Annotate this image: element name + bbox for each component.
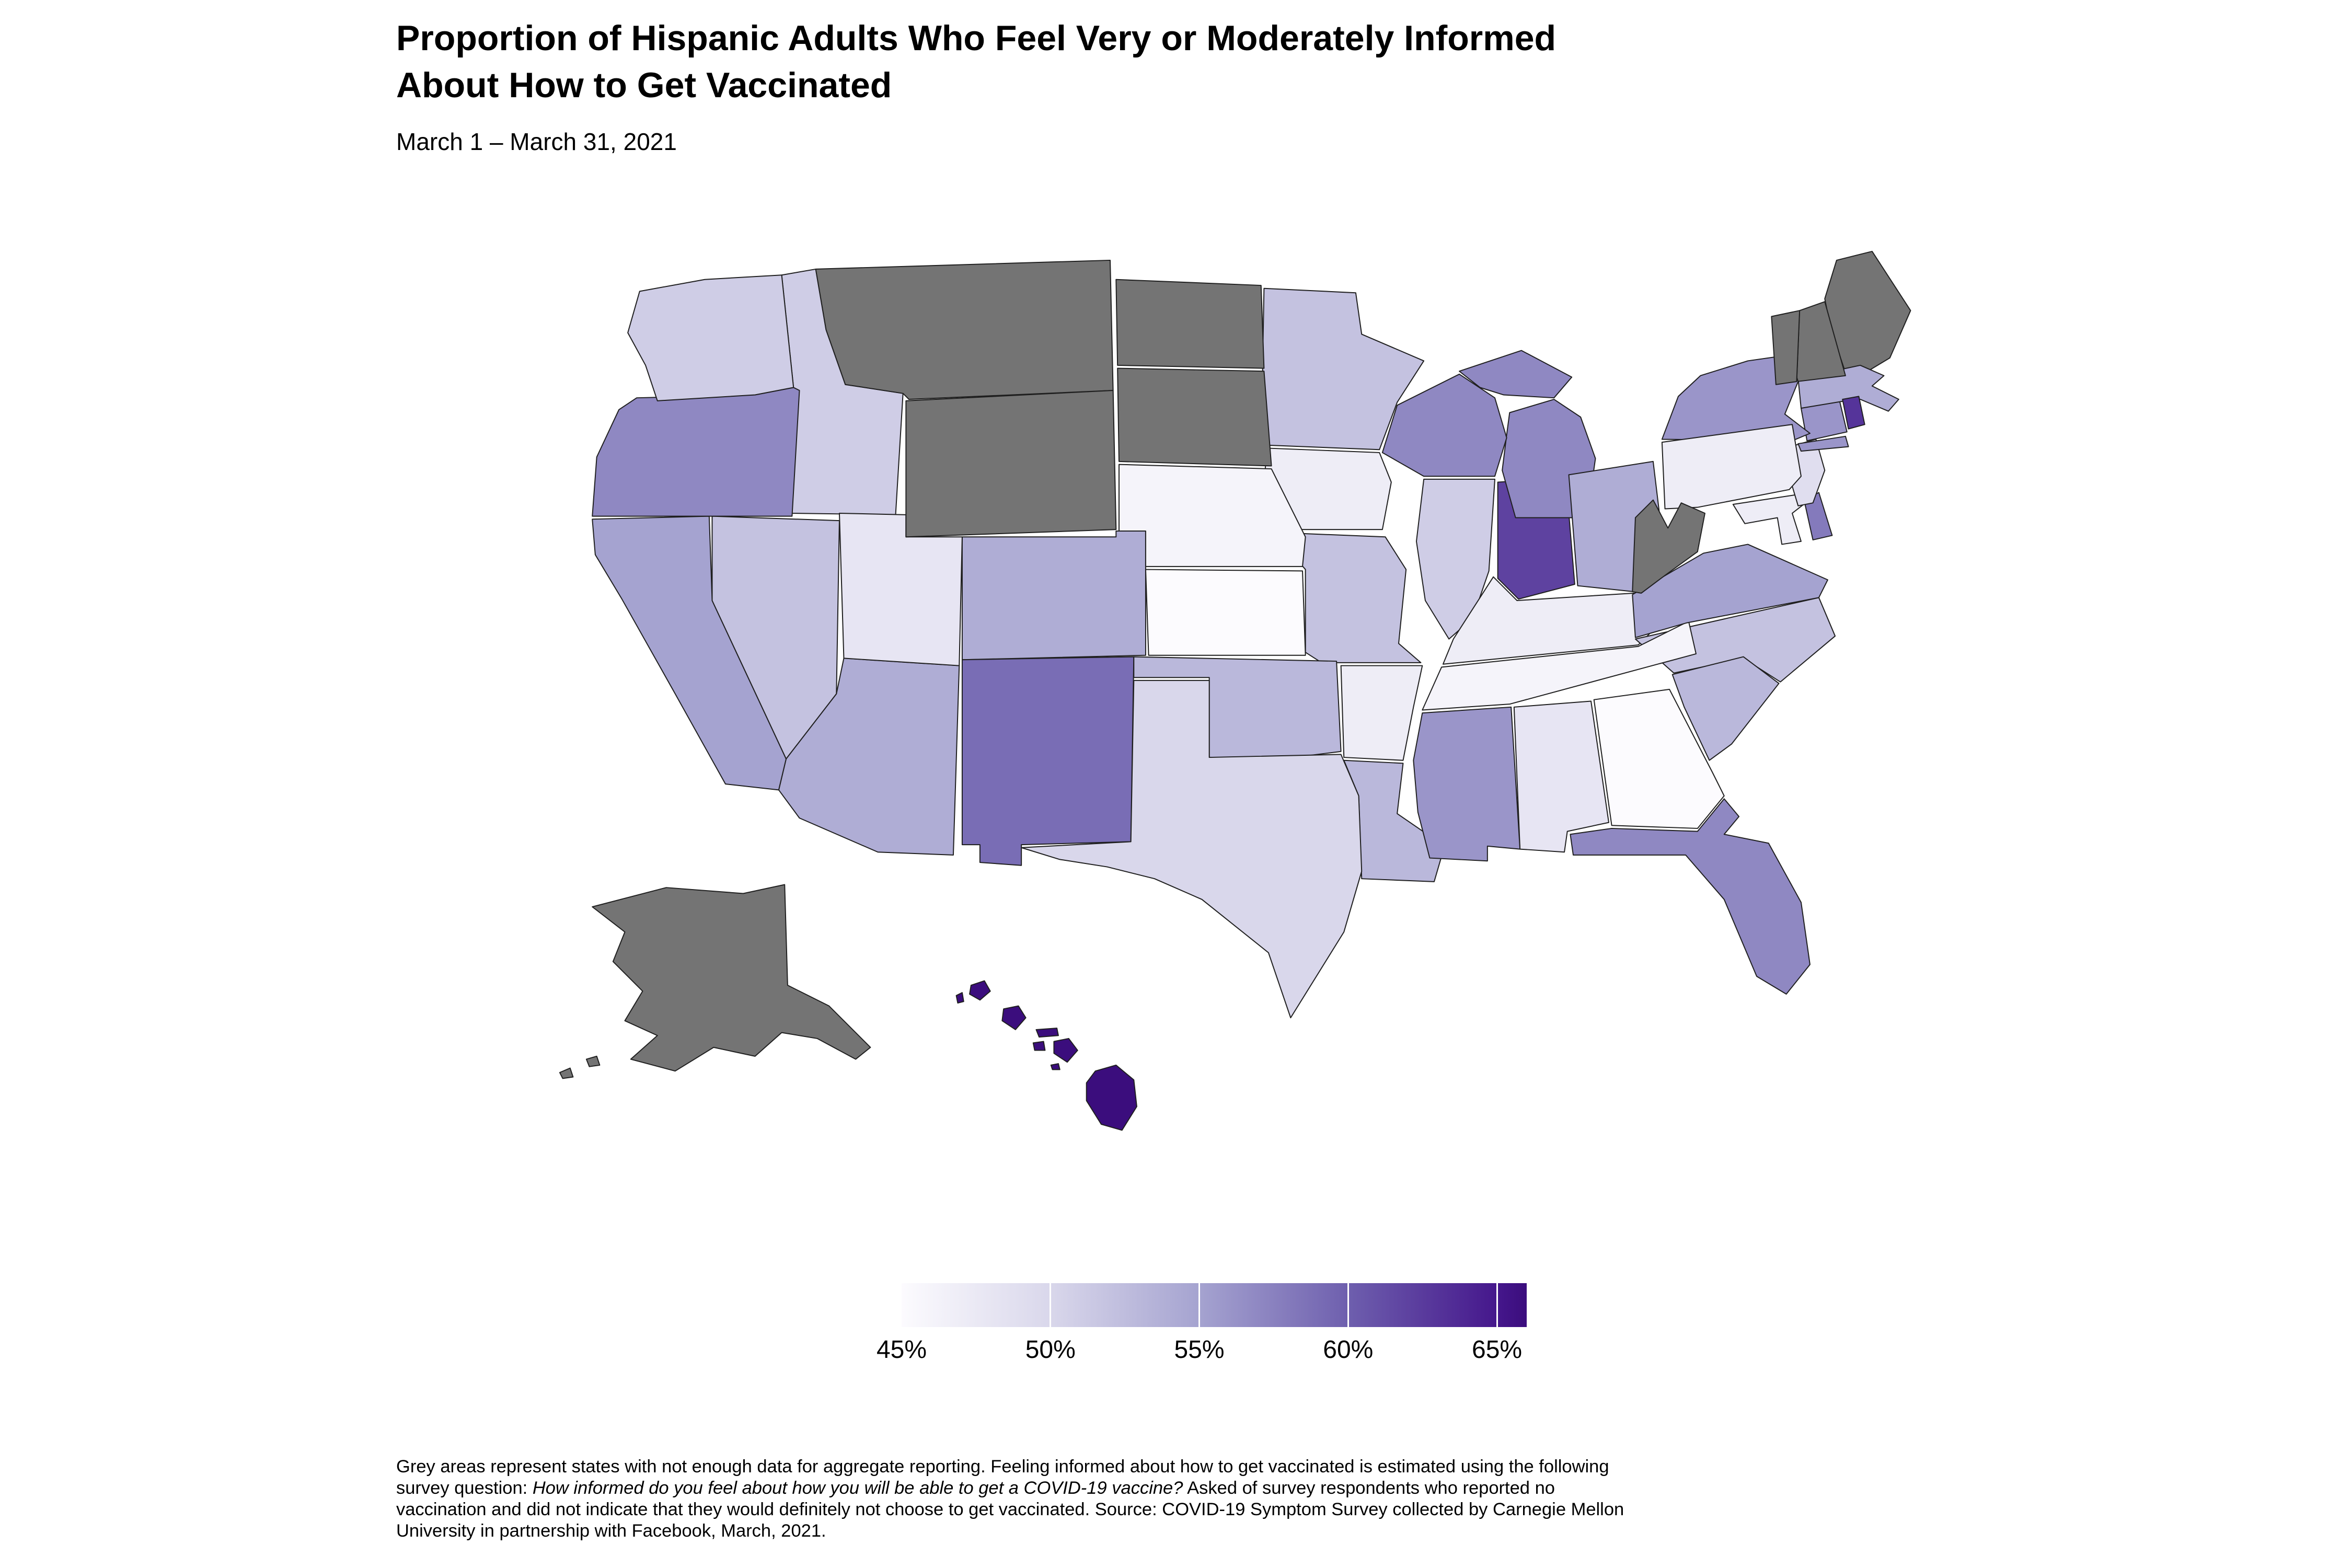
state-PA — [1661, 424, 1802, 510]
state-OR — [592, 387, 800, 517]
state-MT — [815, 259, 1114, 400]
state-VT — [1771, 310, 1801, 385]
legend-labels: 45% 50% 55% 60% 65% — [877, 1335, 1527, 1377]
footnote-text: Grey areas represent states with not eno… — [396, 1457, 1609, 1477]
state-AR — [1340, 665, 1423, 761]
legend-tick-label: 45% — [876, 1336, 927, 1364]
state-AK — [559, 884, 871, 1079]
state-WA — [627, 274, 794, 401]
state-RI — [1842, 396, 1865, 430]
figure-subtitle: March 1 – March 31, 2021 — [396, 128, 677, 155]
legend-tick — [1050, 1283, 1052, 1327]
state-FL — [1570, 798, 1811, 995]
state-TN — [1422, 620, 1697, 711]
title-line-1: Proportion of Hispanic Adults Who Feel V… — [396, 18, 1557, 58]
state-WI — [1381, 373, 1507, 477]
title-line-2: About How to Get Vaccinated — [396, 65, 892, 105]
legend-tick-label: 65% — [1472, 1336, 1523, 1364]
state-SD — [1117, 367, 1272, 467]
legend-tick — [1496, 1283, 1498, 1327]
state-ND — [1115, 279, 1265, 369]
state-NM — [961, 656, 1135, 866]
state-WV — [1632, 499, 1705, 594]
state-NV — [711, 515, 840, 759]
footnote-text: vaccination and did not indicate that th… — [396, 1500, 1624, 1519]
legend-tick-label: 60% — [1323, 1336, 1374, 1364]
legend-gradient-bar — [902, 1283, 1527, 1327]
legend-tick-label: 55% — [1174, 1336, 1225, 1364]
color-legend: 45% 50% 55% 60% 65% — [877, 1283, 1527, 1377]
state-MD — [1732, 493, 1806, 545]
state-GA — [1593, 688, 1725, 829]
figure-header: Proportion of Hispanic Adults Who Feel V… — [396, 15, 1556, 156]
state-KS — [1145, 569, 1306, 656]
states-group — [559, 250, 1911, 1131]
legend-tick — [1198, 1283, 1201, 1327]
footnote-text: survey question: — [396, 1478, 533, 1498]
legend-tick-label: 50% — [1025, 1336, 1076, 1364]
footnote-text: Asked of survey respondents who reported… — [1183, 1478, 1555, 1498]
state-WY — [905, 390, 1117, 538]
state-MS — [1413, 706, 1521, 862]
footnote-survey-question: How informed do you feel about how you w… — [532, 1478, 1183, 1498]
footnote: Grey areas represent states with not eno… — [396, 1456, 2215, 1542]
state-AL — [1513, 700, 1609, 853]
state-CO — [961, 530, 1146, 661]
state-CA — [592, 515, 787, 791]
legend-tick — [1347, 1283, 1349, 1327]
state-HI — [955, 980, 1137, 1131]
state-NE — [1118, 464, 1306, 567]
state-VA — [1632, 544, 1828, 638]
state-TX — [1021, 679, 1363, 1019]
us-choropleth-map — [559, 250, 1911, 1131]
footnote-text: University in partnership with Facebook,… — [396, 1521, 826, 1541]
figure-title: Proportion of Hispanic Adults Who Feel V… — [396, 15, 1556, 109]
state-SC — [1671, 656, 1780, 761]
